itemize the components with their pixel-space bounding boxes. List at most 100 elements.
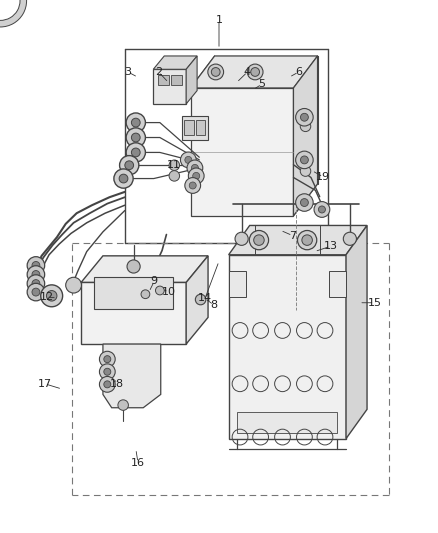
Circle shape (254, 235, 264, 245)
Circle shape (300, 166, 311, 176)
Circle shape (126, 143, 145, 162)
Circle shape (300, 114, 308, 121)
Circle shape (66, 277, 81, 293)
Text: 18: 18 (110, 379, 124, 389)
Circle shape (180, 152, 196, 168)
Circle shape (27, 275, 45, 292)
Circle shape (188, 168, 204, 184)
Text: 13: 13 (324, 241, 338, 251)
Circle shape (27, 266, 45, 283)
Circle shape (343, 232, 357, 245)
Circle shape (32, 288, 40, 296)
Polygon shape (229, 271, 246, 297)
Polygon shape (229, 225, 367, 255)
Text: 7: 7 (289, 231, 296, 240)
Circle shape (104, 368, 111, 375)
Polygon shape (153, 69, 186, 104)
Text: 9: 9 (151, 277, 158, 286)
Circle shape (208, 64, 223, 80)
Polygon shape (81, 282, 186, 344)
Circle shape (187, 160, 203, 176)
Circle shape (141, 290, 150, 298)
Polygon shape (186, 256, 208, 344)
Circle shape (32, 271, 40, 278)
Circle shape (27, 284, 45, 301)
Circle shape (169, 171, 180, 181)
Polygon shape (293, 56, 318, 216)
Bar (196, 120, 205, 135)
Text: 5: 5 (258, 79, 265, 89)
Circle shape (211, 68, 220, 76)
Text: 17: 17 (38, 379, 52, 389)
Circle shape (302, 235, 312, 245)
Circle shape (189, 182, 196, 189)
Polygon shape (328, 271, 346, 297)
Circle shape (169, 160, 180, 171)
Text: 11: 11 (167, 160, 181, 170)
Circle shape (318, 206, 325, 213)
Circle shape (193, 172, 200, 180)
Circle shape (314, 201, 330, 217)
Circle shape (296, 151, 313, 168)
Text: 4: 4 (244, 67, 251, 77)
Bar (237, 412, 337, 433)
Bar (184, 120, 194, 135)
Circle shape (114, 169, 133, 188)
Circle shape (131, 118, 140, 127)
Circle shape (131, 133, 140, 142)
Circle shape (297, 230, 317, 250)
Circle shape (251, 68, 259, 76)
Circle shape (300, 199, 308, 206)
Bar (158, 75, 169, 85)
Circle shape (249, 230, 268, 250)
Circle shape (185, 177, 201, 193)
Circle shape (119, 174, 128, 183)
Circle shape (127, 260, 140, 273)
Polygon shape (182, 116, 208, 140)
Circle shape (104, 356, 111, 362)
Polygon shape (186, 56, 197, 104)
Circle shape (300, 156, 308, 164)
Circle shape (104, 381, 111, 388)
Text: 8: 8 (210, 300, 217, 310)
Circle shape (195, 294, 206, 305)
Circle shape (99, 364, 115, 379)
Bar (171, 75, 182, 85)
Circle shape (131, 148, 140, 157)
Circle shape (118, 400, 128, 410)
Circle shape (185, 156, 192, 164)
Circle shape (99, 376, 115, 392)
Text: 15: 15 (367, 298, 381, 308)
Circle shape (155, 286, 164, 295)
Circle shape (41, 285, 63, 307)
Circle shape (126, 128, 145, 147)
Text: 19: 19 (316, 172, 330, 182)
Polygon shape (103, 344, 161, 408)
Text: 2: 2 (155, 67, 162, 77)
Circle shape (296, 194, 313, 211)
Polygon shape (229, 255, 346, 439)
Circle shape (120, 156, 139, 175)
Wedge shape (0, 0, 27, 27)
Circle shape (125, 161, 134, 169)
Text: 16: 16 (131, 458, 145, 467)
Text: 6: 6 (295, 67, 302, 77)
Bar (94, 277, 173, 309)
Text: 12: 12 (40, 293, 54, 302)
Circle shape (32, 262, 40, 269)
Polygon shape (346, 225, 367, 439)
Text: 10: 10 (162, 287, 176, 297)
Text: 1: 1 (215, 15, 223, 25)
Polygon shape (153, 56, 197, 69)
Circle shape (99, 351, 115, 367)
Circle shape (191, 164, 198, 172)
Circle shape (247, 64, 263, 80)
Text: 14: 14 (198, 294, 212, 303)
Polygon shape (191, 56, 318, 88)
Circle shape (32, 280, 40, 287)
Circle shape (296, 109, 313, 126)
Circle shape (300, 121, 311, 132)
Text: 3: 3 (124, 67, 131, 77)
Circle shape (126, 113, 145, 132)
Circle shape (46, 290, 57, 301)
